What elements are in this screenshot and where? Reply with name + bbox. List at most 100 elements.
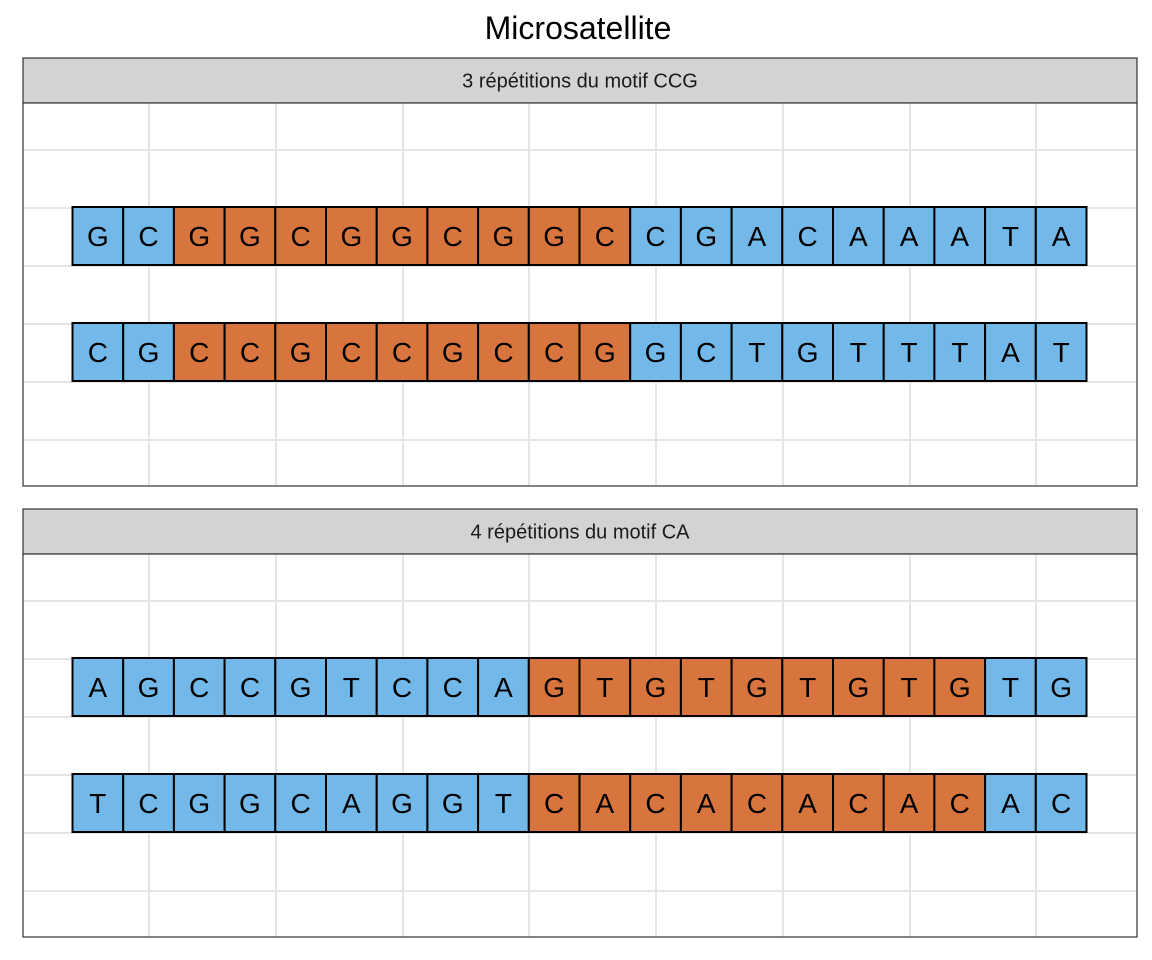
base-cell <box>679 322 733 382</box>
base-cell <box>1034 206 1088 266</box>
base-letter: A <box>494 672 513 703</box>
repeat-base-cell <box>933 773 987 833</box>
base-letter: G <box>138 337 160 368</box>
repeat-base-cell <box>477 206 530 266</box>
base-letter: A <box>849 221 868 252</box>
panel-strip <box>22 508 1138 555</box>
base-letter: G <box>391 221 413 252</box>
base-letter: C <box>950 788 970 819</box>
base-letter: C <box>240 672 260 703</box>
repeat-base-cell <box>832 773 885 833</box>
base-letter: C <box>189 672 209 703</box>
base-cell <box>172 773 226 833</box>
base-letter: C <box>1051 788 1071 819</box>
base-letter: T <box>1002 221 1019 252</box>
base-letter: A <box>342 788 361 819</box>
repeat-base-cell <box>679 657 733 717</box>
panel-label: 4 répétitions du motif CA <box>471 522 691 544</box>
base-letter: C <box>443 672 463 703</box>
base-cell <box>1034 773 1088 833</box>
base-cell <box>122 322 175 382</box>
base-letter: A <box>1001 337 1020 368</box>
base-cell <box>122 657 175 717</box>
base-letter: G <box>543 221 565 252</box>
base-cell <box>832 322 885 382</box>
base-letter: G <box>847 672 869 703</box>
base-cell <box>679 206 733 266</box>
repeat-base-cell <box>781 773 834 833</box>
base-cell <box>223 657 277 717</box>
base-cell <box>71 773 125 833</box>
base-letter: T <box>748 337 765 368</box>
base-letter: G <box>645 672 667 703</box>
base-cell <box>325 773 378 833</box>
base-cell <box>223 773 277 833</box>
base-letter: T <box>799 672 816 703</box>
base-cell <box>1034 322 1088 382</box>
repeat-base-cell <box>578 657 632 717</box>
base-letter: T <box>698 672 715 703</box>
base-letter: A <box>950 221 969 252</box>
base-letter: G <box>188 788 210 819</box>
base-letter: C <box>392 672 412 703</box>
base-letter: C <box>645 221 665 252</box>
base-letter: C <box>291 221 311 252</box>
panel-plot-area <box>23 554 1137 937</box>
base-cell <box>426 657 480 717</box>
repeat-base-cell <box>274 322 327 382</box>
panel-strip <box>22 57 1138 104</box>
base-letter: G <box>543 672 565 703</box>
base-cell <box>325 657 378 717</box>
base-cell <box>1034 657 1088 717</box>
base-letter: C <box>544 337 564 368</box>
base-cell <box>730 322 784 382</box>
repeat-base-cell <box>578 773 632 833</box>
repeat-base-cell <box>781 657 834 717</box>
repeat-base-cell <box>629 657 682 717</box>
base-letter: G <box>239 221 261 252</box>
base-letter: A <box>798 788 817 819</box>
base-letter: C <box>138 221 158 252</box>
base-cell <box>730 206 784 266</box>
base-letter: C <box>341 337 361 368</box>
repeat-base-cell <box>730 773 784 833</box>
base-letter: C <box>696 337 716 368</box>
base-letter: C <box>747 788 767 819</box>
repeat-base-cell <box>426 322 480 382</box>
base-cell <box>477 657 530 717</box>
base-letter: G <box>239 788 261 819</box>
base-letter: G <box>493 221 515 252</box>
base-letter: T <box>900 337 917 368</box>
base-letter: G <box>391 788 413 819</box>
base-letter: T <box>850 337 867 368</box>
base-cell <box>122 773 175 833</box>
base-letter: A <box>1001 788 1020 819</box>
base-letter: C <box>798 221 818 252</box>
base-letter: G <box>442 337 464 368</box>
base-letter: G <box>138 672 160 703</box>
base-letter: C <box>291 788 311 819</box>
base-letter: T <box>1053 337 1070 368</box>
base-letter: T <box>89 788 106 819</box>
base-letter: T <box>343 672 360 703</box>
base-cell <box>274 657 327 717</box>
base-letter: C <box>645 788 665 819</box>
base-cell <box>781 206 834 266</box>
base-letter: C <box>595 221 615 252</box>
repeat-base-cell <box>578 206 632 266</box>
base-cell <box>629 206 682 266</box>
base-cell <box>375 773 429 833</box>
base-letter: G <box>797 337 819 368</box>
panel-border <box>22 102 1138 487</box>
base-letter: A <box>1052 221 1071 252</box>
base-letter: G <box>695 221 717 252</box>
base-cell <box>984 657 1037 717</box>
base-cell <box>882 206 936 266</box>
panel-2: 4 répétitions du motif CAA G C C G T C C A G T G T G T… <box>22 508 1138 938</box>
figure-title: Microsatellite <box>485 10 672 46</box>
repeat-base-cell <box>527 206 581 266</box>
base-letter: G <box>290 337 312 368</box>
